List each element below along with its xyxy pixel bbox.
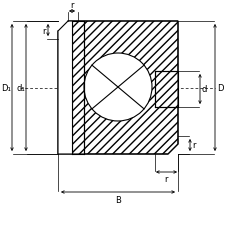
- Bar: [58, 22, 72, 154]
- Circle shape: [84, 54, 151, 121]
- Text: r: r: [42, 26, 46, 35]
- Text: D: D: [216, 84, 223, 93]
- Text: r: r: [164, 174, 168, 183]
- Bar: [72, 22, 84, 154]
- Bar: [154, 72, 177, 108]
- Text: d₁: d₁: [16, 84, 25, 93]
- Text: r: r: [191, 141, 195, 150]
- Polygon shape: [58, 22, 177, 154]
- Bar: [154, 72, 177, 108]
- Bar: [58, 22, 72, 154]
- Text: D₁: D₁: [1, 84, 11, 93]
- Text: B: B: [114, 195, 120, 204]
- Text: d: d: [201, 85, 207, 94]
- Text: r: r: [70, 1, 74, 10]
